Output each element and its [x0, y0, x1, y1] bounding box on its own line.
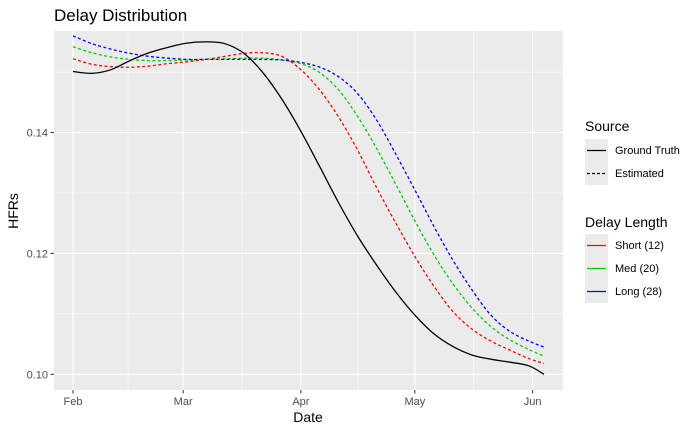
legend-label-med: Med (20) [615, 263, 659, 275]
x-axis: Feb Mar Apr May Jun [64, 390, 542, 408]
x-tick-label: Apr [292, 396, 309, 408]
series-line-ground-truth [72, 41, 545, 375]
legend-label-long: Long (28) [615, 286, 662, 298]
legend-key-estimated [585, 162, 608, 185]
legend-title-delay-length: Delay Length [585, 214, 668, 230]
legend-label-ground-truth: Ground Truth [615, 145, 680, 157]
plot-panel [54, 31, 563, 390]
x-tick-label: Mar [174, 396, 193, 408]
y-tick-label: 0.12 [27, 248, 48, 260]
legend: Source Ground Truth Estimated Delay Leng… [585, 118, 680, 303]
legend-label-estimated: Estimated [615, 168, 664, 180]
y-axis: 0.10 0.12 0.14 [27, 128, 54, 381]
series-layer [72, 35, 545, 375]
x-axis-title: Date [293, 409, 323, 425]
series-line-short-12 [72, 51, 545, 365]
grid-minor [54, 31, 563, 390]
series-line-med-20 [72, 46, 545, 357]
y-tick-label: 0.10 [27, 369, 48, 381]
x-tick-label: Feb [64, 396, 83, 408]
x-tick-label: May [404, 396, 425, 408]
chart-title: Delay Distribution [54, 6, 187, 25]
x-tick-label: Jun [524, 396, 542, 408]
y-axis-title: HFRs [5, 193, 21, 229]
legend-title-source: Source [585, 118, 630, 134]
grid-major [54, 31, 563, 390]
legend-label-short: Short (12) [615, 240, 664, 252]
y-tick-label: 0.14 [27, 128, 48, 140]
